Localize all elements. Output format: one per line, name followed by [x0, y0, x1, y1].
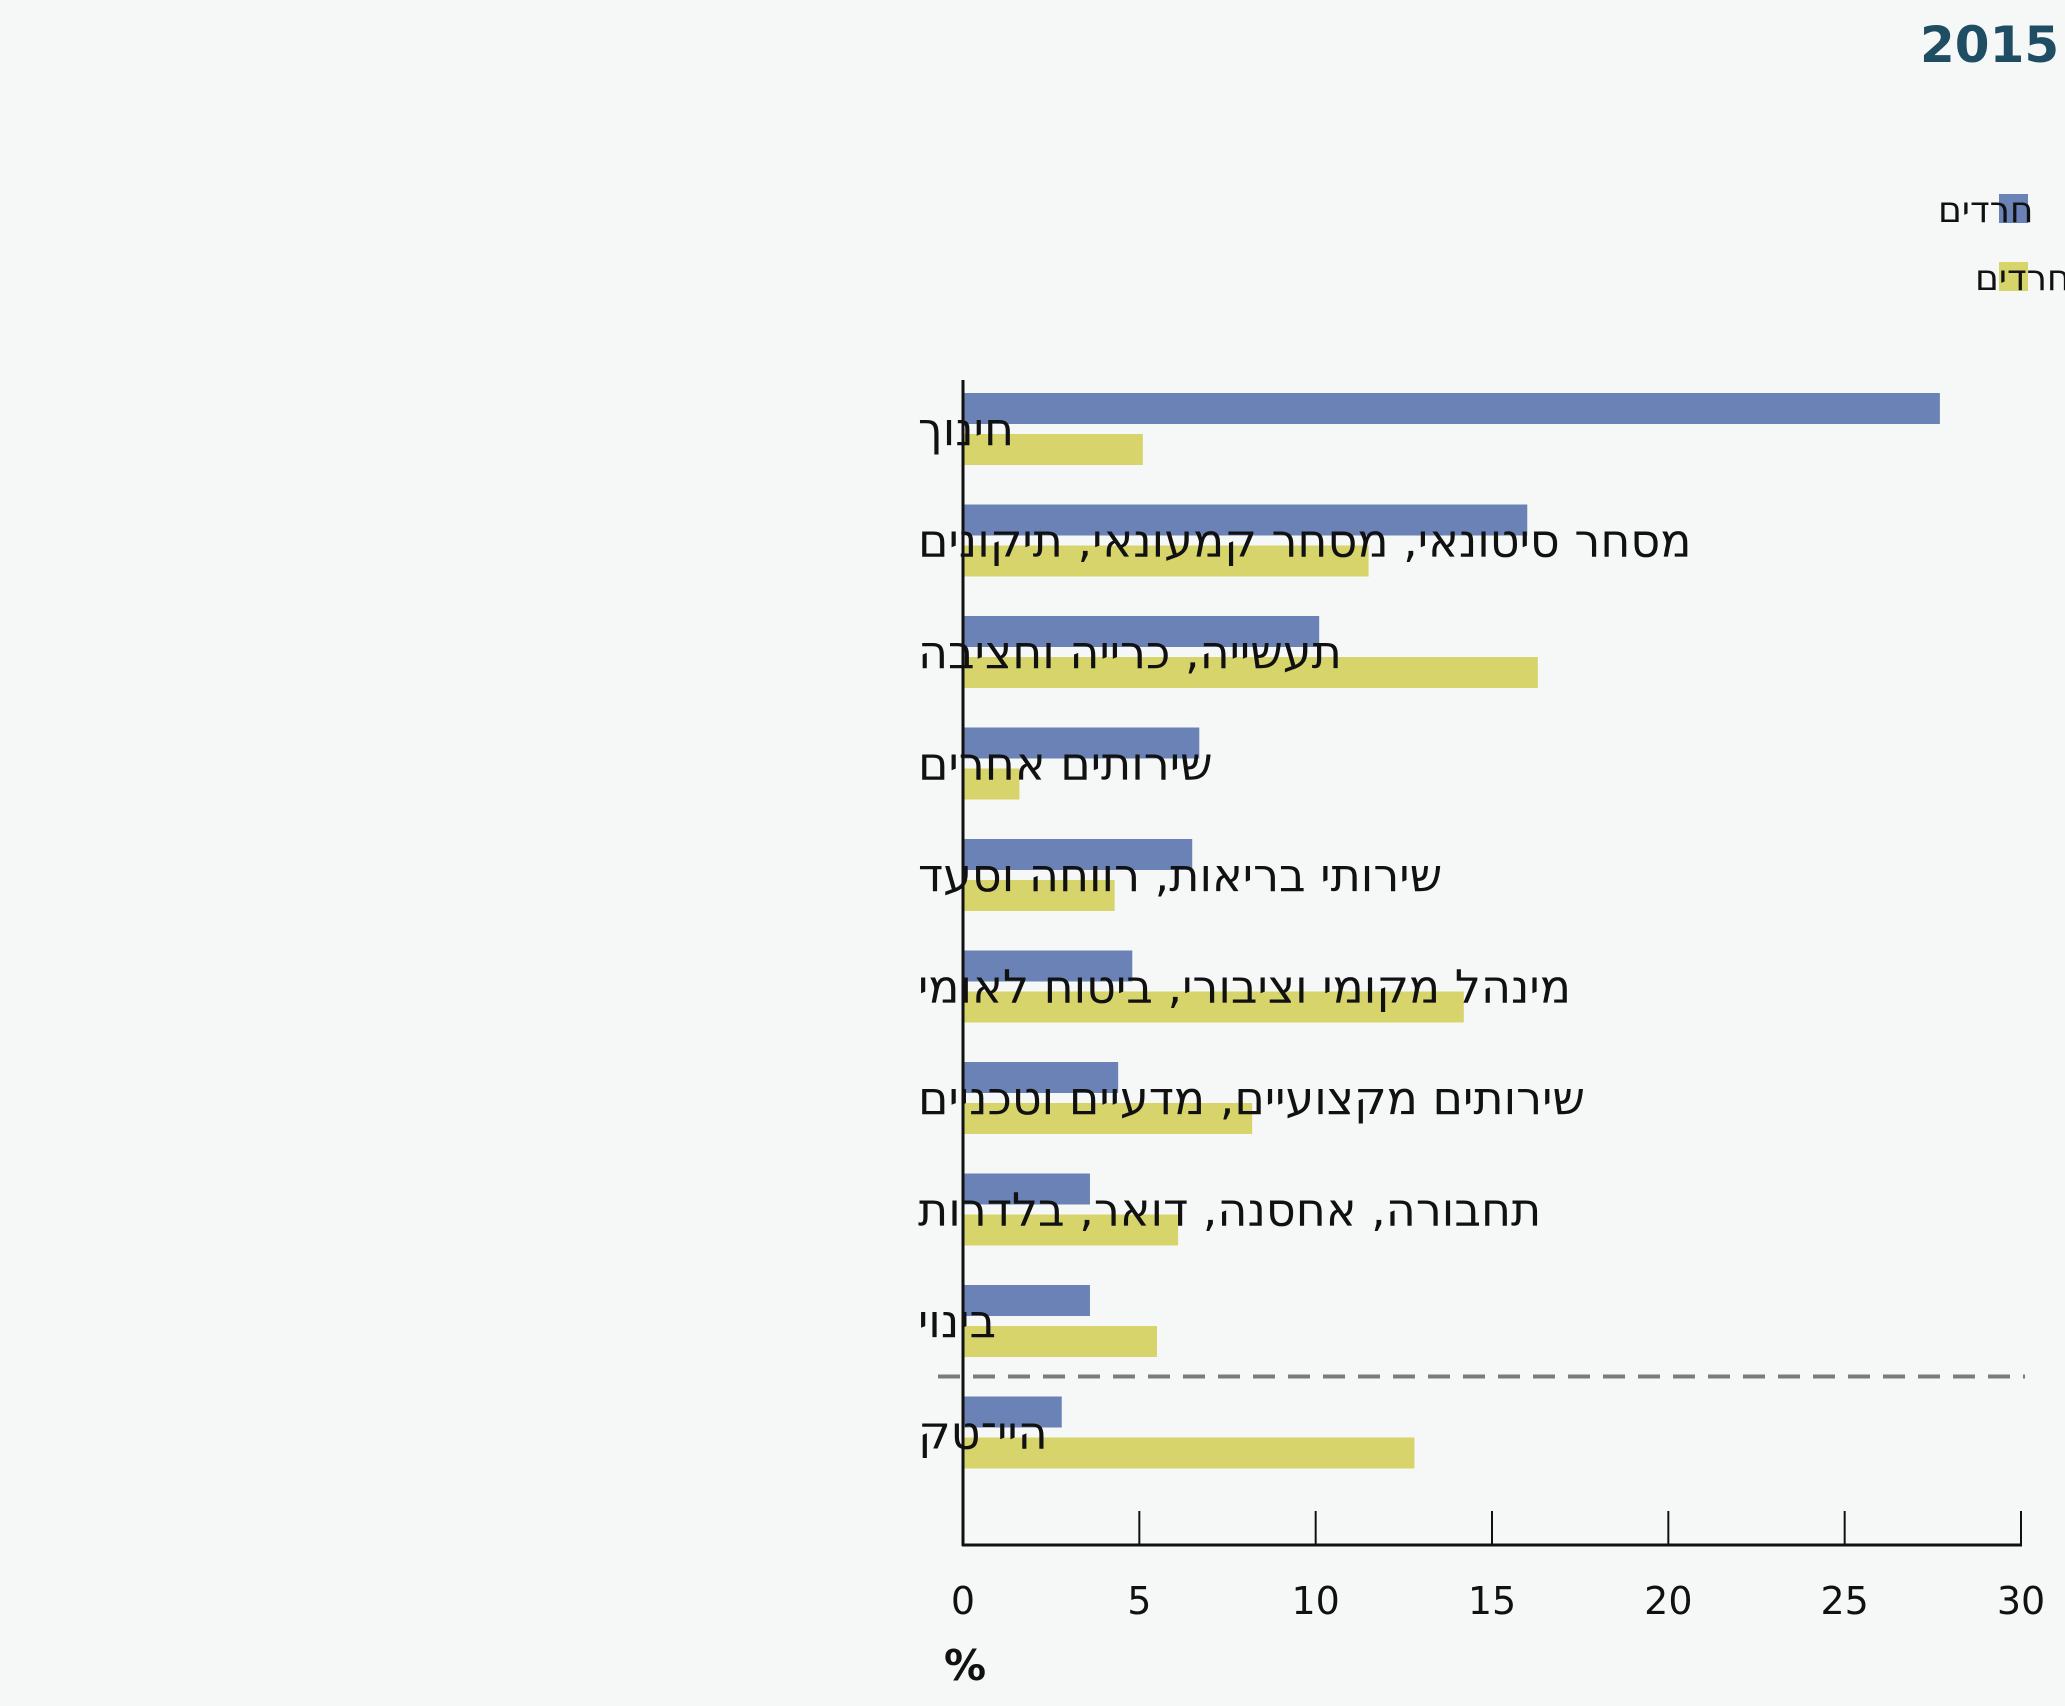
category-label-1: מסחר סיטונאי, מסחר קמעונאי, תיקונים	[918, 514, 1692, 568]
bar-haredim-6	[963, 1062, 1119, 1093]
x-axis-unit-label: %	[944, 1641, 986, 1690]
bar-non-haredi-jews-8	[963, 1326, 1157, 1357]
category-label-4: שירותי בריאות, רווחה וסעד	[918, 848, 1442, 902]
bar-haredim-5	[963, 950, 1133, 982]
bar-haredim-1	[963, 504, 1528, 536]
category-label-5: מינהל מקומי וציבורי, ביטוח לאומי	[918, 960, 1571, 1014]
category-label-2: תעשייה, כרייה וחציבה	[918, 625, 1342, 679]
legend: חרדים יהודים לא־חרדים	[1938, 190, 2065, 299]
bar-haredim-3	[963, 727, 1200, 759]
x-tick-label-5: 5	[1127, 1579, 1151, 1623]
x-tick-label-20: 20	[1644, 1579, 1692, 1623]
bar-non-haredi-jews-2	[963, 657, 1538, 688]
legend-swatch-non-haredi-jews	[1999, 262, 2028, 291]
category-label-7: תחבורה, אחסנה, דואר, בלדרות	[918, 1183, 1541, 1237]
bar-non-haredi-jews-7	[963, 1214, 1179, 1246]
bar-haredim-7	[963, 1173, 1090, 1205]
bar-haredim-2	[963, 616, 1320, 647]
x-tick-label-15: 15	[1468, 1579, 1516, 1623]
bar-non-haredi-jews-3	[963, 768, 1020, 800]
category-label-3: שירותים אחרים	[918, 737, 1213, 791]
legend-label-haredim: חרדים	[1938, 190, 2033, 231]
x-tick-label-30: 30	[1997, 1579, 2045, 1623]
chart-title: מועסקים גברים, לפי ענף כלכלי וקבוצת אוכל…	[1920, 16, 2065, 74]
bar-non-haredi-jews-9	[963, 1437, 1415, 1469]
bar-haredim-0	[963, 393, 1940, 424]
category-label-6: שירותים מקצועיים, מדעיים וטכניים	[918, 1071, 1585, 1125]
bar-haredim-9	[963, 1396, 1062, 1428]
bar-non-haredi-jews-0	[963, 434, 1143, 465]
category-label-0: חינוך	[918, 402, 1014, 456]
bar-haredim-8	[963, 1285, 1090, 1316]
legend-label-non-haredi-jews: יהודים לא־חרדים	[1975, 258, 2065, 299]
legend-swatch-haredim	[1999, 194, 2028, 223]
plot-area: חינוך מסחר סיטונאי, מסחר קמעונאי, תיקונים…	[918, 380, 2045, 1623]
category-label-8: בינוי	[918, 1294, 996, 1348]
category-label-9: היי־טק	[918, 1406, 1048, 1460]
bar-non-haredi-jews-4	[963, 880, 1115, 911]
bar-non-haredi-jews-6	[963, 1103, 1253, 1134]
bar-non-haredi-jews-5	[963, 991, 1464, 1023]
x-tick-label-10: 10	[1291, 1579, 1339, 1623]
bar-non-haredi-jews-1	[963, 545, 1369, 577]
x-tick-label-25: 25	[1820, 1579, 1868, 1623]
x-tick-label-0: 0	[951, 1579, 975, 1623]
bar-haredim-4	[963, 839, 1193, 870]
